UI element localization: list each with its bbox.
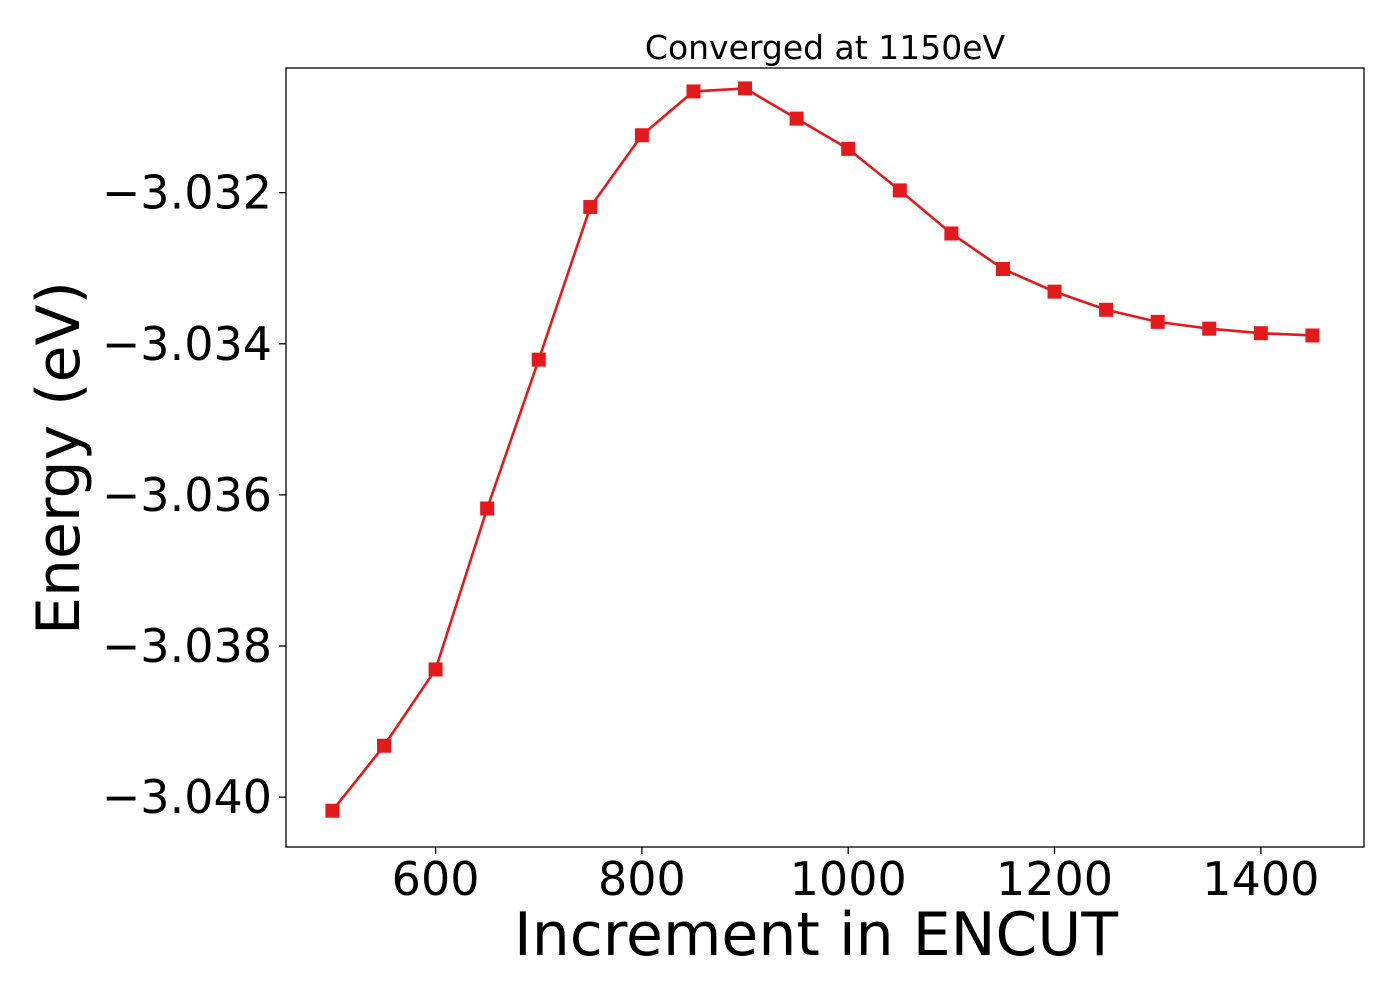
data-point-marker xyxy=(1047,284,1062,299)
data-point-marker xyxy=(686,84,701,99)
series-layer xyxy=(325,81,1320,818)
data-point-marker xyxy=(480,501,495,516)
data-point-marker xyxy=(738,81,753,96)
data-point-marker xyxy=(944,226,959,241)
x-tick-label: 1400 xyxy=(1202,852,1319,906)
data-point-marker xyxy=(1202,321,1217,336)
data-point-marker xyxy=(1099,302,1114,317)
data-point-marker xyxy=(1150,314,1165,329)
y-tick-label: −3.038 xyxy=(102,619,272,673)
y-axis-ticks: −3.032 −3.034 −3.036 −3.038 −3.040 xyxy=(102,166,286,824)
data-point-marker xyxy=(531,352,546,367)
data-point-marker xyxy=(841,141,856,156)
data-point-marker xyxy=(1253,326,1268,341)
series-line xyxy=(331,87,1313,812)
data-point-marker xyxy=(789,111,804,126)
x-tick-label: 1200 xyxy=(996,852,1113,906)
data-point-marker xyxy=(583,200,598,215)
x-tick-label: 800 xyxy=(598,852,686,906)
x-tick-label: 600 xyxy=(392,852,480,906)
data-point-marker xyxy=(892,183,907,198)
plot-area-frame xyxy=(285,67,1365,848)
data-point-marker xyxy=(428,662,443,677)
data-point-marker xyxy=(325,803,340,818)
y-tick-label: −3.034 xyxy=(102,317,272,371)
y-tick-label: −3.032 xyxy=(102,166,272,220)
x-tick-label: 1000 xyxy=(790,852,907,906)
data-point-marker xyxy=(377,738,391,753)
x-axis-ticks: 600 800 1000 1200 1400 xyxy=(392,847,1319,906)
x-axis-label: Increment in ENCUT xyxy=(514,900,1118,970)
y-tick-label: −3.036 xyxy=(102,468,272,522)
data-point-marker xyxy=(995,261,1010,276)
y-tick-label: −3.040 xyxy=(102,770,272,824)
y-axis-label: Energy (eV) xyxy=(24,281,94,635)
data-point-marker xyxy=(1305,328,1320,343)
data-point-marker xyxy=(634,128,649,143)
chart-title: Converged at 1150eV xyxy=(645,28,1006,67)
